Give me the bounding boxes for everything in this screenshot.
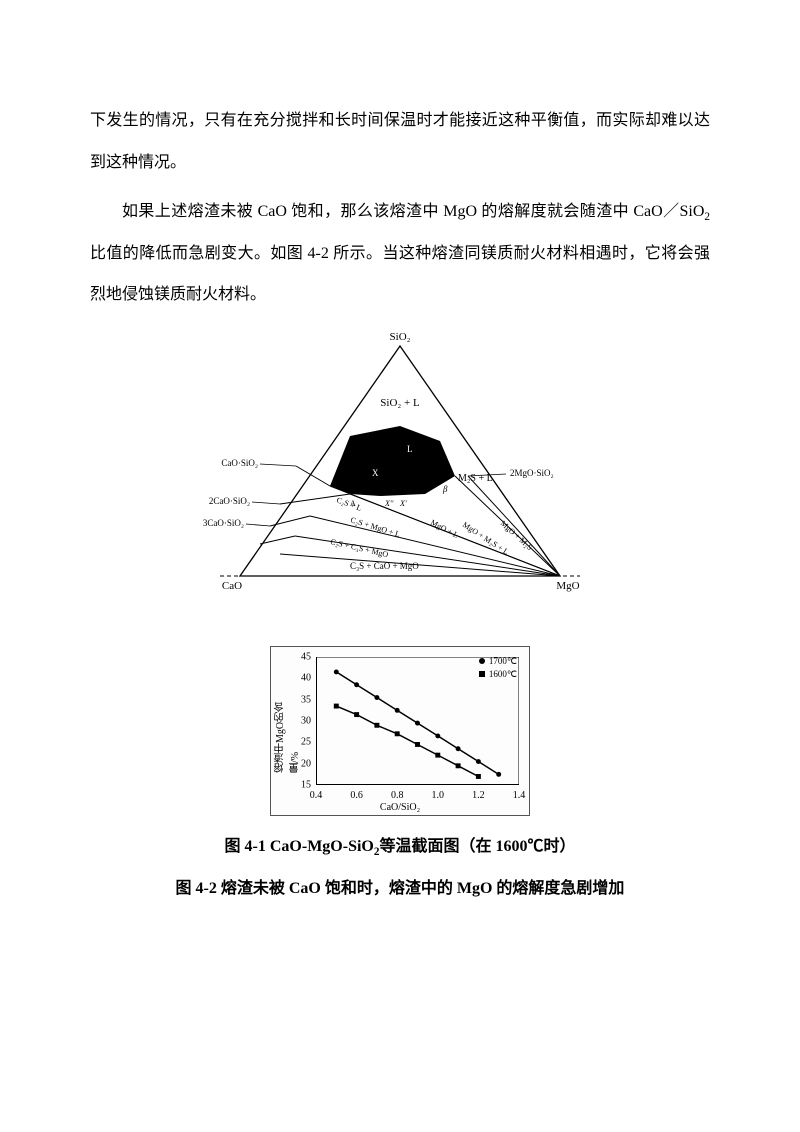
ternary-pt-Xpp: X'' (384, 499, 394, 508)
ternary-left-label-3: 3CaO·SiO₂ (203, 518, 244, 528)
chart-ytick: 15 (289, 779, 311, 790)
ternary-region-upper: SiO₂ + L (380, 397, 420, 409)
chart-ytick: 45 (289, 651, 311, 662)
paragraph-continuation: 下发生的情况，只有在充分搅拌和长时间保温时才能接近这种平衡值，而实际却难以达到这… (90, 100, 710, 183)
p2-subscript: 2 (704, 211, 710, 223)
figure-4-1-ternary: L X SiO₂ + L M₂S + L SiO₂ CaO MgO CaO·Si… (90, 326, 710, 606)
ternary-ray-1: MgO + L (429, 518, 460, 540)
caption-4-1-b: 等温截面图（在 1600℃时） (379, 838, 575, 855)
p2-part-a: 如果上述熔渣未被 CaO 饱和，那么该熔渣中 MgO 的熔解度就会随渣中 CaO… (122, 203, 704, 220)
legend-label-1700: 1700℃ (489, 655, 517, 668)
chart-xtick: 1.4 (513, 790, 526, 801)
chart-legend: 1700℃ 1600℃ (479, 655, 517, 680)
ternary-right-label-1: 2MgO·SiO₂ (510, 468, 554, 478)
caption-4-1: 图 4-1 CaO-MgO-SiO2等温截面图（在 1600℃时） (90, 826, 710, 868)
ternary-pt-beta: β (442, 484, 448, 494)
ternary-lower-4: C₃S + CaO + MgO (350, 561, 419, 571)
ternary-label-L: L (407, 444, 413, 454)
chart-xtick: 0.6 (350, 790, 363, 801)
ternary-left-label-2: 2CaO·SiO₂ (209, 496, 250, 506)
ternary-pt-Xp: X' (399, 499, 407, 508)
chart-ytick: 25 (289, 737, 311, 748)
chart-xtick: 1.2 (472, 790, 485, 801)
chart-ytick: 40 (289, 673, 311, 684)
chart-xlabel: CaO/SiO₂ (380, 802, 420, 813)
caption-4-2: 图 4-2 熔渣未被 CaO 饱和时，熔渣中的 MgO 的熔解度急剧增加 (90, 868, 710, 910)
chart-ytick: 20 (289, 758, 311, 769)
ternary-diagram-svg: L X SiO₂ + L M₂S + L SiO₂ CaO MgO CaO·Si… (200, 326, 600, 606)
chart-xtick: 0.8 (391, 790, 404, 801)
ternary-lower-3: C₂S + C₃S + MgO (330, 537, 390, 559)
figure-4-2-chart: 1700℃ 1600℃ 熔渣中MgO的含量/% CaO/SiO₂ 1520253… (270, 646, 530, 816)
paragraph-2: 如果上述熔渣未被 CaO 饱和，那么该熔渣中 MgO 的熔解度就会随渣中 CaO… (90, 191, 710, 316)
ternary-apex-left: CaO (222, 580, 242, 592)
ternary-apex-top: SiO₂ (390, 331, 411, 343)
legend-marker-square (479, 671, 485, 677)
ternary-apex-right: MgO (556, 580, 579, 592)
legend-row-1700: 1700℃ (479, 655, 517, 668)
p2-part-b: 比值的降低而急剧变大。如图 4-2 所示。当这种熔渣同镁质耐火材料相遇时，它将会… (90, 245, 710, 304)
chart-ytick: 35 (289, 694, 311, 705)
legend-marker-circle (479, 658, 485, 664)
chart-xtick: 0.4 (310, 790, 323, 801)
chart-xtick: 1.0 (432, 790, 445, 801)
ternary-left-label-1: CaO·SiO₂ (221, 458, 258, 468)
legend-label-1600: 1600℃ (489, 668, 517, 681)
legend-row-1600: 1600℃ (479, 668, 517, 681)
caption-4-1-a: 图 4-1 CaO-MgO-SiO (225, 838, 374, 855)
chart-ytick: 30 (289, 715, 311, 726)
ternary-label-X: X (372, 468, 379, 478)
